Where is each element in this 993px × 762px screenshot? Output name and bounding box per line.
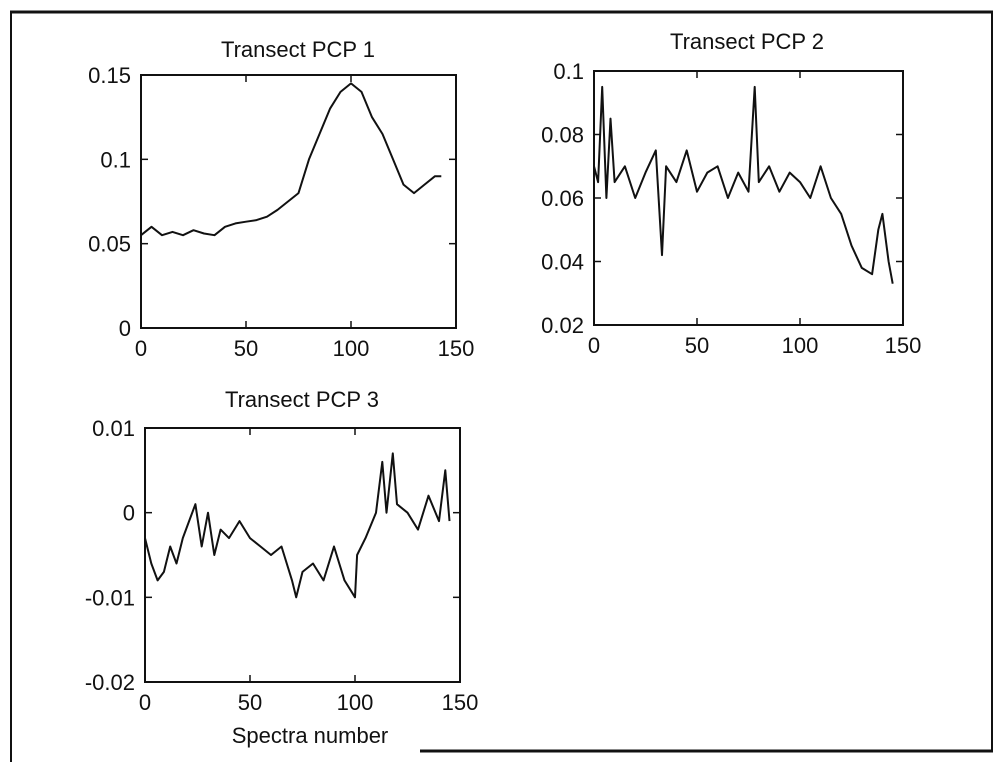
x-tick-label: 0 — [135, 336, 147, 361]
chart-pcp3: Transect PCP 3 Spectra number 0 50 100 150 -… — [85, 387, 479, 748]
x-tick-label: 150 — [438, 336, 475, 361]
y-tick-label: -0.01 — [85, 585, 135, 610]
y-tick-label: 0 — [119, 316, 131, 341]
series-line — [593, 85, 894, 284]
chart-title: Transect PCP 2 — [670, 29, 824, 54]
chart-pcp1: Transect PCP 1 0 50 100 150 0 0.05 0.1 0.15 — [88, 37, 474, 361]
plot-area-box — [140, 74, 457, 329]
plot-area-box — [593, 70, 904, 326]
y-tick-label: 0.02 — [541, 313, 584, 338]
y-tick-label: 0.06 — [541, 186, 584, 211]
x-tick-label: 0 — [139, 690, 151, 715]
x-tick-label: 0 — [588, 333, 600, 358]
x-tick-label: 150 — [885, 333, 922, 358]
chart-title: Transect PCP 3 — [225, 387, 379, 412]
x-tick-label: 50 — [238, 690, 262, 715]
series-line — [144, 452, 451, 599]
y-tick-label: 0.08 — [541, 123, 584, 148]
series-line — [140, 82, 442, 237]
x-tick-label: 150 — [442, 690, 479, 715]
y-tick-label: -0.02 — [85, 670, 135, 695]
y-tick-label: 0.1 — [100, 147, 131, 172]
x-axis-label: Spectra number — [232, 723, 389, 748]
y-tick-label: 0 — [123, 501, 135, 526]
y-tick-label: 0.15 — [88, 63, 131, 88]
x-tick-label: 50 — [234, 336, 258, 361]
plot-area-box — [144, 427, 461, 683]
y-tick-label: 0.1 — [553, 59, 584, 84]
y-tick-label: 0.01 — [92, 416, 135, 441]
x-tick-label: 100 — [337, 690, 374, 715]
y-tick-label: 0.04 — [541, 250, 584, 275]
y-tick-label: 0.05 — [88, 232, 131, 257]
chart-title: Transect PCP 1 — [221, 37, 375, 62]
x-tick-label: 100 — [333, 336, 370, 361]
x-tick-label: 50 — [685, 333, 709, 358]
chart-pcp2: Transect PCP 2 0 50 100 150 0.02 0.04 0.06 0.08… — [541, 29, 921, 358]
x-tick-label: 100 — [782, 333, 819, 358]
